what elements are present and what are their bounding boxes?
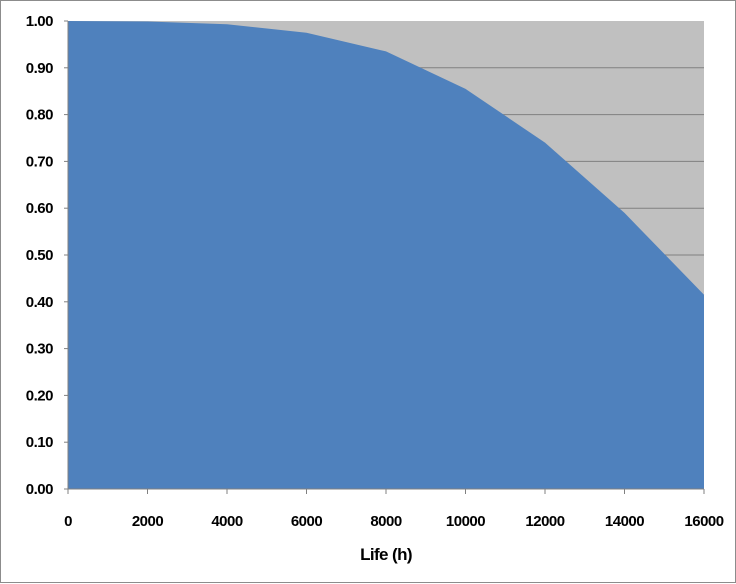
x-axis-title: Life (h) [360, 545, 412, 564]
x-tick-labels: 0 2000 4000 6000 8000 10000 12000 14000 16000 [64, 513, 724, 530]
y-tick-label-1-00: 1.00 [26, 13, 53, 30]
y-tick-label-0-80: 0.80 [26, 107, 53, 124]
y-tick-label-0-50: 0.50 [26, 247, 53, 264]
y-tick-label-0-60: 0.60 [26, 200, 53, 217]
x-tick-label-2000: 2000 [132, 513, 164, 530]
y-tick-label-0-00: 0.00 [26, 481, 53, 498]
y-tick-label-0-20: 0.20 [26, 387, 53, 404]
y-tick-labels: 0.00 0.10 0.20 0.30 0.40 0.50 0.60 0.70 0.80 0.90… [26, 13, 54, 498]
y-tick-label-0-30: 0.30 [26, 341, 53, 358]
x-tick-label-14000: 14000 [605, 513, 644, 530]
x-tick-label-6000: 6000 [291, 513, 323, 530]
x-tick-label-8000: 8000 [370, 513, 402, 530]
series-area-layer [68, 21, 704, 489]
y-tick-label-0-10: 0.10 [26, 434, 53, 451]
x-tick-label-4000: 4000 [211, 513, 243, 530]
x-tick-label-12000: 12000 [525, 513, 564, 530]
x-tick-label-10000: 10000 [446, 513, 485, 530]
y-tick-label-0-70: 0.70 [26, 153, 53, 170]
y-tick-label-0-40: 0.40 [26, 294, 53, 311]
x-tick-label-0: 0 [64, 513, 72, 530]
y-tick-label-0-90: 0.90 [26, 60, 53, 77]
axes [64, 20, 705, 494]
x-tick-label-16000: 16000 [684, 513, 723, 530]
series-area-0 [68, 21, 704, 489]
